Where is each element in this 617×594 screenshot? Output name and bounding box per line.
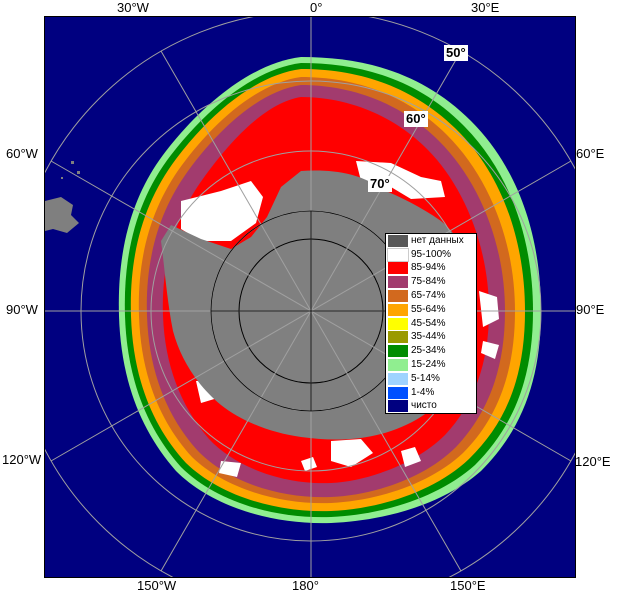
legend-row: 95-100%	[386, 247, 476, 262]
legend-swatch	[388, 345, 408, 358]
ice-patch-amundsen	[196, 381, 241, 477]
legend-label: 15-24%	[411, 359, 446, 371]
legend-row: 75-84%	[386, 275, 476, 289]
ice-patch-east-coast	[479, 291, 499, 359]
legend-swatch	[388, 386, 408, 399]
lon-label-90w: 90°W	[6, 302, 38, 317]
lon-label-150e: 150°E	[450, 578, 486, 593]
legend-swatch	[388, 262, 408, 275]
legend-row: 45-54%	[386, 317, 476, 331]
legend-label: 5-14%	[411, 372, 440, 384]
legend-swatch	[387, 247, 409, 262]
legend: нет данных 95-100% 85-94% 75-84% 65-74% 55-64…	[385, 233, 477, 415]
legend-swatch	[388, 372, 408, 385]
legend-swatch	[388, 276, 408, 289]
legend-label: нет данных	[411, 234, 464, 246]
ice-patch-ross	[331, 439, 373, 467]
legend-label: 75-84%	[411, 276, 446, 288]
legend-row: 85-94%	[386, 262, 476, 276]
legend-label: 65-74%	[411, 290, 446, 302]
legend-swatch	[388, 303, 408, 316]
lon-label-30e: 30°E	[471, 0, 500, 15]
lon-label-120w: 120°W	[2, 452, 42, 467]
legend-row: 65-74%	[386, 289, 476, 303]
lat-label-70: 70°	[368, 176, 392, 192]
ice-patch-weddell	[181, 181, 263, 241]
legend-row: 15-24%	[386, 358, 476, 372]
lat-label-60: 60°	[404, 111, 428, 127]
legend-row: 25-34%	[386, 344, 476, 358]
ice-patch-east	[356, 161, 445, 199]
legend-row: нет данных	[386, 234, 476, 248]
lon-label-120e: 120°E	[575, 454, 611, 469]
legend-label: 85-94%	[411, 262, 446, 274]
lon-label-60w: 60°W	[6, 146, 38, 161]
sea-ice-map	[45, 17, 575, 577]
legend-label: 95-100%	[411, 248, 452, 260]
legend-row: 55-64%	[386, 303, 476, 317]
lon-label-0: 0°	[310, 0, 323, 15]
legend-label: 55-64%	[411, 303, 446, 315]
legend-label: чисто	[411, 400, 437, 412]
legend-row: 35-44%	[386, 331, 476, 345]
legend-swatch	[388, 359, 408, 372]
legend-swatch	[388, 317, 408, 330]
south-america-land	[45, 197, 79, 233]
legend-swatch	[388, 331, 408, 344]
legend-swatch	[388, 234, 408, 247]
legend-swatch	[388, 290, 408, 303]
lon-label-150w: 150°W	[137, 578, 177, 593]
legend-label: 35-44%	[411, 331, 446, 343]
ice-patch-south	[301, 447, 421, 471]
lon-label-30w: 30°W	[117, 0, 149, 15]
lon-label-180: 180°	[292, 578, 319, 593]
legend-label: 25-34%	[411, 345, 446, 357]
lat-label-50: 50°	[444, 45, 468, 61]
island-dots	[61, 161, 80, 179]
legend-row: чисто	[386, 400, 476, 414]
legend-label: 45-54%	[411, 317, 446, 329]
legend-label: 1-4%	[411, 386, 435, 398]
lon-label-60e: 60°E	[576, 146, 605, 161]
lon-label-90e: 90°E	[576, 302, 605, 317]
legend-row: 5-14%	[386, 372, 476, 386]
legend-row: 1-4%	[386, 386, 476, 400]
map-frame: нет данных 95-100% 85-94% 75-84% 65-74% 55-64…	[44, 16, 576, 578]
legend-swatch	[388, 400, 408, 413]
